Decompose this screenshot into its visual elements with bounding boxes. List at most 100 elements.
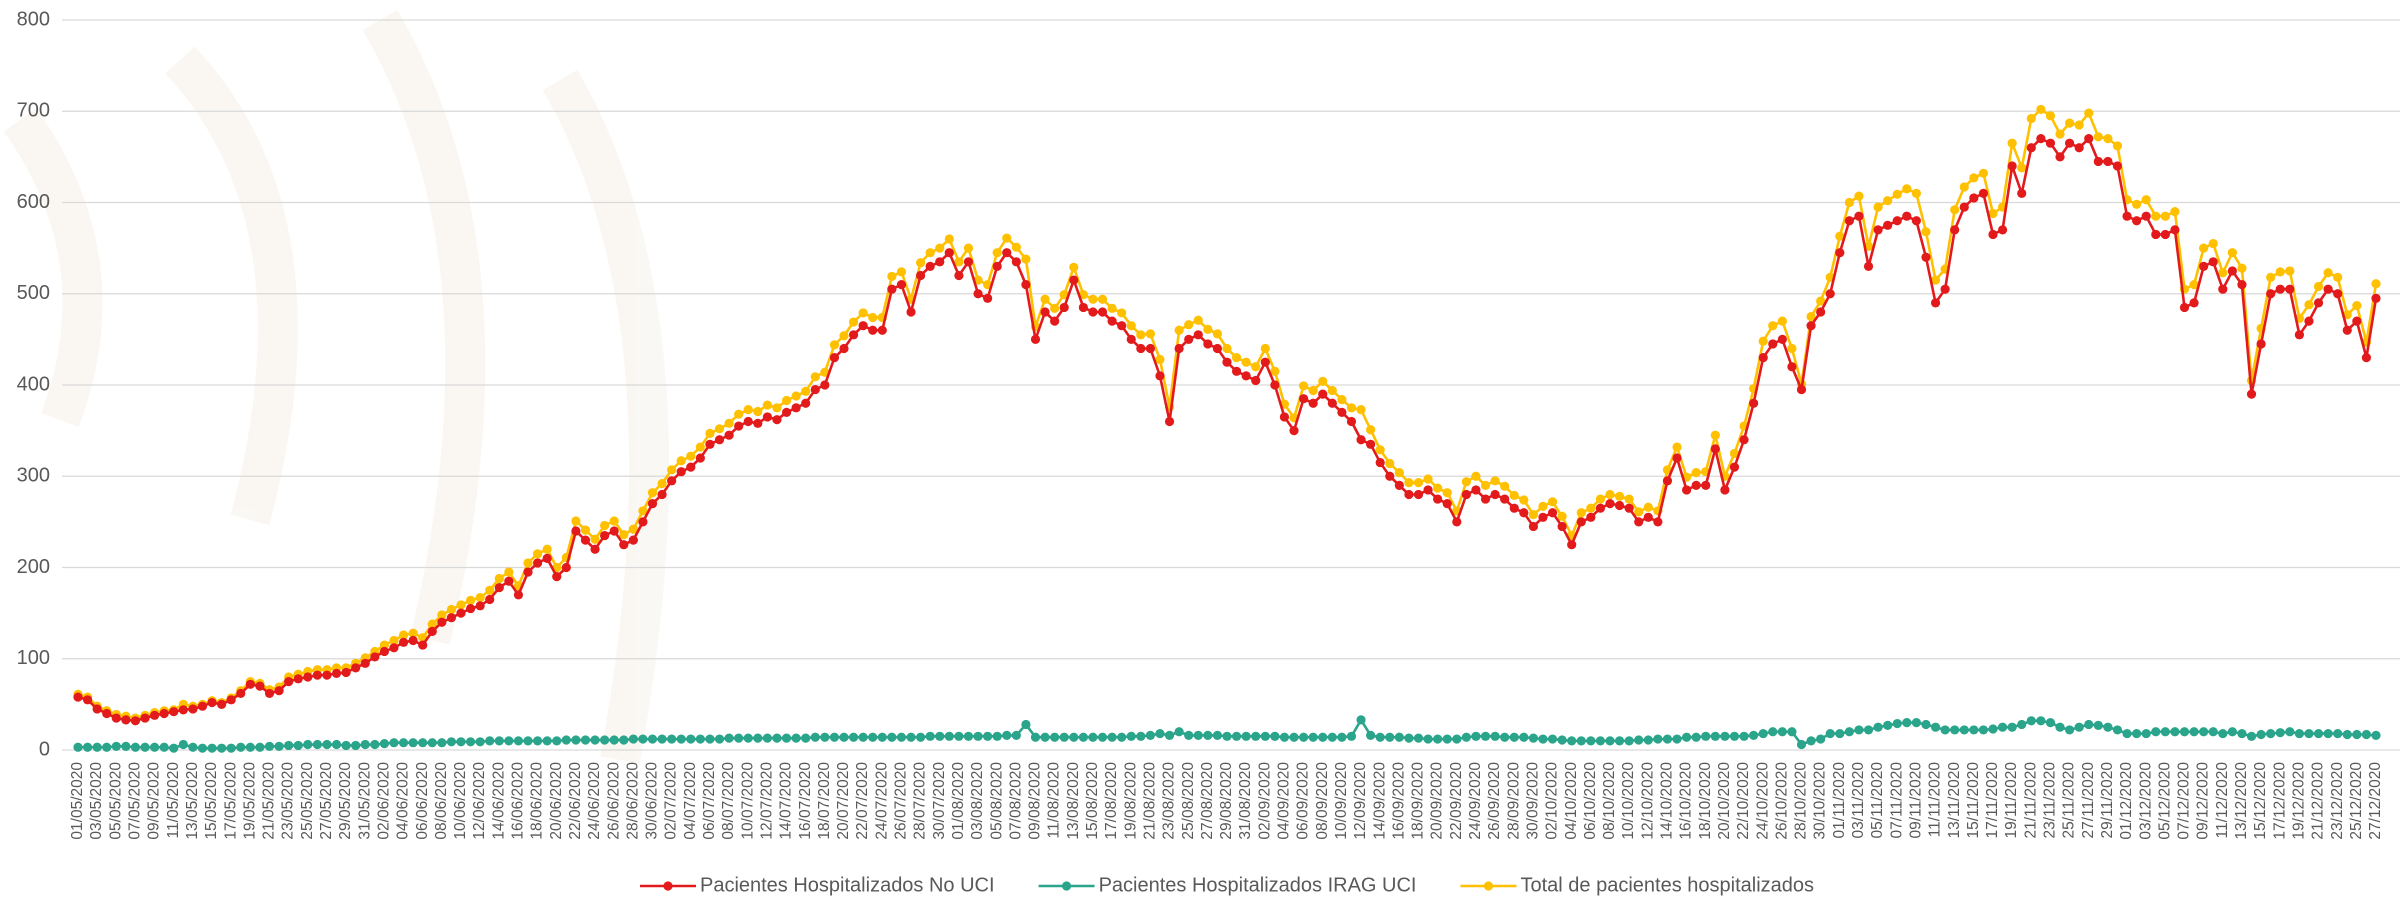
data-point (73, 692, 82, 701)
data-point (2103, 157, 2112, 166)
data-point (1759, 353, 1768, 362)
data-point (686, 734, 695, 743)
data-point (1491, 732, 1500, 741)
x-tick-label: 22/09/2020 (1448, 762, 1465, 840)
data-point (1366, 731, 1375, 740)
data-point (1720, 485, 1729, 494)
data-point (1299, 394, 1308, 403)
data-point (1309, 399, 1318, 408)
data-point (1806, 321, 1815, 330)
data-point (906, 733, 915, 742)
data-point (897, 267, 906, 276)
data-point (1098, 733, 1107, 742)
data-point (342, 741, 351, 750)
data-point (93, 743, 102, 752)
data-point (715, 424, 724, 433)
data-point (1289, 733, 1298, 742)
x-tick-label: 12/06/2020 (471, 762, 488, 840)
data-point (772, 734, 781, 743)
data-point (102, 743, 111, 752)
x-tick-label: 19/12/2020 (2290, 762, 2307, 840)
data-point (456, 609, 465, 618)
data-point (456, 737, 465, 746)
data-point (1108, 733, 1117, 742)
data-point (1701, 732, 1710, 741)
x-tick-label: 08/07/2020 (720, 762, 737, 840)
data-point (1586, 504, 1595, 513)
data-point (2065, 725, 2074, 734)
data-point (1117, 308, 1126, 317)
x-tick-label: 16/09/2020 (1390, 762, 1407, 840)
data-point (935, 244, 944, 253)
data-point (351, 663, 360, 672)
data-point (466, 596, 475, 605)
data-point (772, 415, 781, 424)
data-point (1902, 718, 1911, 727)
data-point (1347, 732, 1356, 741)
data-point (543, 736, 552, 745)
x-tick-label: 28/10/2020 (1793, 762, 1810, 840)
data-point (2237, 264, 2246, 273)
data-point (1423, 474, 1432, 483)
x-tick-label: 15/08/2020 (1084, 762, 1101, 840)
x-tick-label: 01/11/2020 (1831, 762, 1848, 839)
data-point (1653, 517, 1662, 526)
data-point (1385, 459, 1394, 468)
x-tick-label: 27/12/2020 (2367, 762, 2384, 840)
data-point (188, 743, 197, 752)
data-point (2228, 248, 2237, 257)
data-point (993, 732, 1002, 741)
data-point (1854, 725, 1863, 734)
data-point (1682, 485, 1691, 494)
data-point (1883, 721, 1892, 730)
data-point (744, 417, 753, 426)
data-point (2161, 727, 2170, 736)
data-point (1002, 731, 1011, 740)
data-point (1021, 280, 1030, 289)
data-point (753, 734, 762, 743)
data-point (1615, 501, 1624, 510)
data-point (792, 403, 801, 412)
data-point (916, 258, 925, 267)
data-point (1529, 522, 1538, 531)
data-point (1950, 205, 1959, 214)
data-point (131, 716, 140, 725)
x-tick-label: 20/07/2020 (835, 762, 852, 840)
data-point (1155, 729, 1164, 738)
data-point (734, 421, 743, 430)
data-point (1577, 517, 1586, 526)
data-point (504, 567, 513, 576)
data-point (313, 671, 322, 680)
data-point (1232, 353, 1241, 362)
data-point (2343, 326, 2352, 335)
data-point (1998, 225, 2007, 234)
data-point (1395, 481, 1404, 490)
data-point (1462, 733, 1471, 742)
data-point (2017, 163, 2026, 172)
x-tick-label: 09/11/2020 (1907, 762, 1924, 839)
data-point (2228, 727, 2237, 736)
data-point (820, 733, 829, 742)
x-tick-label: 03/11/2020 (1850, 762, 1867, 839)
data-point (1452, 734, 1461, 743)
data-point (217, 744, 226, 753)
data-point (495, 574, 504, 583)
data-point (1261, 358, 1270, 367)
data-point (1883, 221, 1892, 230)
data-point (2352, 730, 2361, 739)
data-point (562, 735, 571, 744)
data-point (830, 733, 839, 742)
data-point (2180, 727, 2189, 736)
data-point (2017, 189, 2026, 198)
data-point (1165, 731, 1174, 740)
data-point (1730, 732, 1739, 741)
data-point (1519, 495, 1528, 504)
data-point (533, 736, 542, 745)
data-point (2304, 317, 2313, 326)
data-point (2352, 317, 2361, 326)
data-point (1098, 295, 1107, 304)
x-tick-label: 27/08/2020 (1199, 762, 1216, 840)
x-tick-label: 01/12/2020 (2118, 762, 2135, 840)
data-point (1529, 734, 1538, 743)
data-point (696, 734, 705, 743)
